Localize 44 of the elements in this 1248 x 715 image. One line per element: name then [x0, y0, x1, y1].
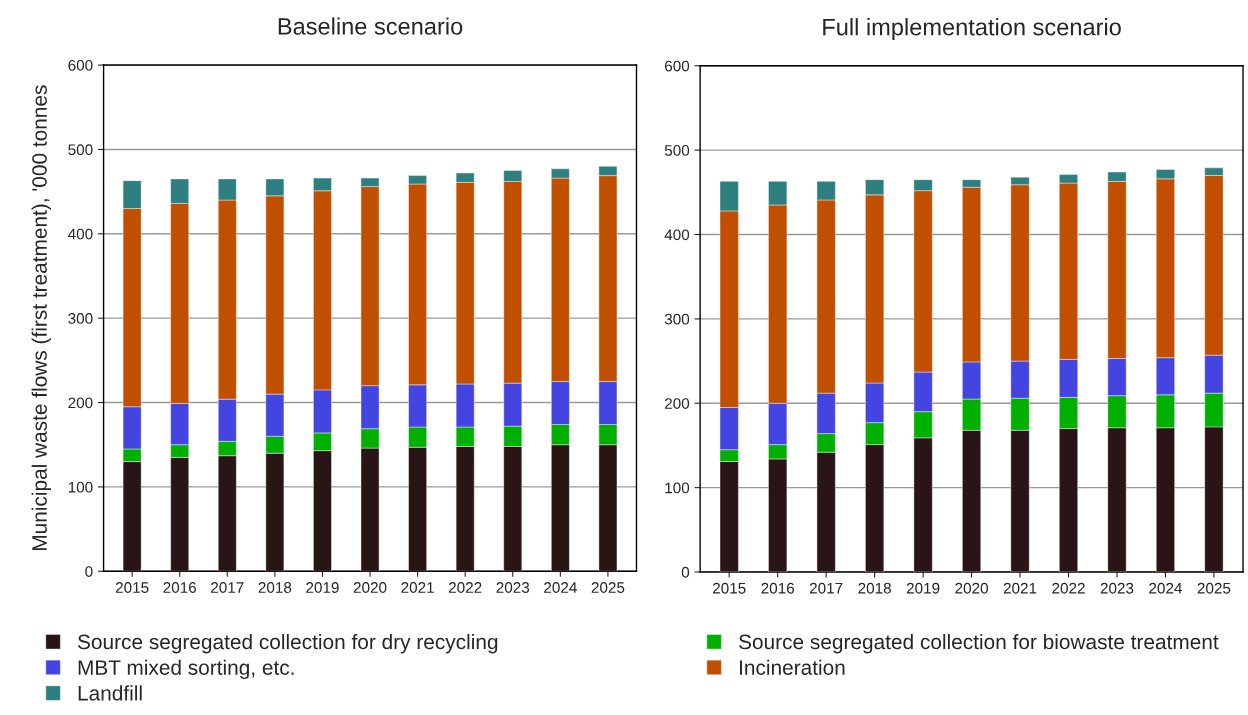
- y-tick-label: 200: [664, 398, 690, 409]
- x-tick-label: 2021: [1003, 582, 1037, 594]
- x-tick-label: 2018: [858, 582, 891, 594]
- x-tick-label: 2022: [448, 582, 482, 593]
- x-tick-label: 2024: [544, 582, 577, 593]
- x-tick-label: 2019: [306, 582, 339, 593]
- x-tick-label: 2025: [1197, 582, 1231, 594]
- x-tick-label: 2017: [809, 582, 843, 594]
- x-tick-label: 2017: [211, 582, 244, 593]
- y-tick-label: 300: [68, 313, 93, 324]
- x-tick-label: 2022: [1052, 582, 1085, 594]
- x-tick-label: 2023: [496, 582, 530, 593]
- x-tick-label: 2025: [591, 582, 625, 593]
- x-tick-label: 2015: [115, 582, 149, 593]
- y-tick-label: 500: [664, 145, 690, 156]
- x-tick-label: 2023: [1100, 582, 1134, 594]
- x-tick-label: 2019: [906, 582, 940, 594]
- y-tick-label: 600: [665, 60, 690, 72]
- y-axis-title: Municipal waste flows (first treatment), '000 tonnes: [31, 85, 52, 551]
- x-tick-label: 2021: [401, 582, 434, 593]
- x-tick-label: 2024: [1149, 582, 1182, 594]
- legend-label: Source segregated collection for dry recycling: [77, 633, 498, 654]
- legend-label: Landfill: [78, 685, 142, 701]
- legend-label: Source segregated collection for biowaste treatment: [739, 633, 1219, 654]
- y-tick-label: 400: [68, 228, 93, 240]
- y-tick-label: 500: [68, 144, 93, 156]
- y-tick-label: 100: [665, 482, 690, 494]
- x-tick-label: 2020: [955, 582, 988, 594]
- y-tick-label: 200: [68, 397, 93, 409]
- x-tick-label: 2018: [258, 582, 292, 593]
- y-tick-label: 300: [664, 313, 690, 325]
- x-tick-label: 2020: [353, 582, 387, 593]
- x-tick-label: 2015: [712, 582, 746, 594]
- y-tick-label: 0: [85, 566, 93, 577]
- y-tick-label: 100: [68, 481, 93, 493]
- y-tick-label: 0: [681, 566, 690, 578]
- chart-title: Full implementation scenario: [823, 18, 1121, 41]
- x-tick-label: 2016: [761, 582, 795, 594]
- legend-label: MBT mixed sorting, etc.: [78, 659, 294, 680]
- y-tick-label: 600: [68, 59, 93, 71]
- y-tick-label: 400: [664, 229, 690, 241]
- legend-label: Incineration: [740, 659, 845, 675]
- chart-title: Baseline scenario: [278, 17, 463, 35]
- x-tick-label: 2016: [163, 582, 197, 593]
